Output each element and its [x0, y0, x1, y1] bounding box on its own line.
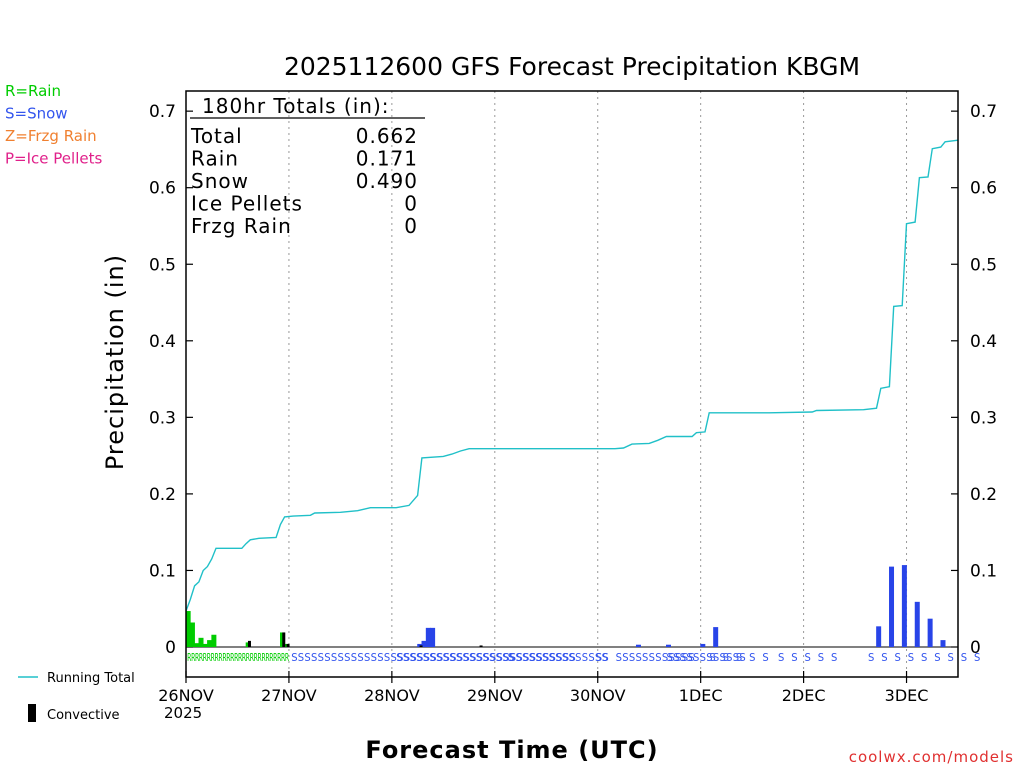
ytick-right-label-0: 0 — [970, 638, 981, 658]
convective-bar-3 — [419, 645, 423, 647]
xtick-label-3: 29NOV — [467, 686, 523, 705]
convective-legend-label: Convective — [47, 708, 120, 723]
xtick-label-1: 27NOV — [261, 686, 317, 705]
totals-label-0: Total — [190, 124, 243, 148]
ytick-right-label-2: 0.2 — [970, 485, 997, 505]
year-label: 2025 — [164, 704, 202, 722]
running-total-line — [185, 139, 959, 612]
precip-bar-20 — [901, 565, 907, 647]
plot-frame — [185, 90, 959, 678]
ytick-left-label-5: 0.5 — [149, 255, 176, 275]
ytick-left-label-7: 0.7 — [149, 102, 176, 122]
xtick-label-5: 1DEC — [679, 686, 723, 705]
convective-bars — [247, 632, 483, 647]
totals-label-1: Rain — [191, 147, 239, 171]
precip-bar-2 — [194, 643, 200, 647]
rain-letters: RRRRRRRRRRRRRRRRRRRRRRRRRR — [187, 651, 289, 664]
precip-bar-11 — [421, 640, 427, 647]
snow-letters-5: SSSSSSSSSSSS — [666, 651, 745, 664]
precip-bar-23 — [940, 640, 946, 647]
precip-bar-1 — [189, 622, 195, 647]
ytick-right-label-5: 0.5 — [970, 255, 997, 275]
y-axis-label: Precipitation (in) — [101, 254, 129, 470]
legend-type-1: S=Snow — [5, 105, 68, 123]
ytick-left-label-3: 0.3 — [149, 408, 176, 428]
precip-bar-15 — [666, 644, 671, 647]
convective-bar-1 — [282, 632, 286, 647]
source-credit: coolwx.com/models — [849, 748, 1014, 766]
totals-label-2: Snow — [191, 169, 249, 193]
xtick-label-6: 2DEC — [782, 686, 826, 705]
ytick-right-label-4: 0.4 — [970, 332, 997, 352]
ytick-right-label-3: 0.3 — [970, 408, 997, 428]
precip-bar-3 — [198, 637, 204, 647]
ytick-right-label-1: 0.1 — [970, 561, 997, 581]
totals-label-3: Ice Pellets — [191, 192, 303, 216]
precip-bar-22 — [927, 618, 933, 647]
ytick-left-label-1: 0.1 — [149, 561, 176, 581]
precip-bar-17 — [713, 627, 719, 647]
totals-value-4: 0 — [404, 214, 418, 238]
precip-bar-19 — [889, 566, 895, 647]
snow-letters-3: SSSS S — [529, 651, 569, 664]
ytick-left-label-0: 0 — [165, 638, 176, 658]
snow-letters-0: SSSSSSSSSSSSSSSSSSSSSSSSSSSSSSSSSSSSSSSS… — [291, 651, 576, 664]
running-total-legend-label: Running Total — [47, 671, 135, 686]
x-axis-label: Forecast Time (UTC) — [365, 736, 658, 764]
ytick-left-label-6: 0.6 — [149, 179, 176, 199]
convective-bar-0 — [247, 640, 251, 647]
snow-letters-1: SSSSSSSSSSSSSSSSSSSSSSSSSSSSSSSS — [396, 651, 608, 664]
y-ticks-right: 0 0.1 0.2 0.3 0.4 0.5 0.6 0.7 — [951, 102, 997, 658]
precip-bar-21 — [914, 601, 920, 647]
snow-letters-4: SS SSSSSSSSSSSS — [596, 651, 695, 664]
ytick-right-label-6: 0.6 — [970, 179, 997, 199]
precip-bar-18 — [876, 626, 882, 647]
legend-type-0: R=Rain — [5, 82, 61, 100]
totals-value-2: 0.490 — [356, 169, 418, 193]
precip-bar-0 — [185, 611, 191, 647]
precip-bar-6 — [211, 634, 217, 647]
grid-lines — [186, 91, 958, 677]
totals-value-3: 0 — [404, 192, 418, 216]
precip-bar-12 — [425, 627, 431, 647]
totals-box: 180hr Totals (in): Total 0.662 Rain 0.171 Sn… — [190, 94, 425, 238]
xtick-label-4: 30NOV — [570, 686, 626, 705]
precip-bar-13 — [430, 627, 436, 647]
ytick-right-label-7: 0.7 — [970, 102, 997, 122]
snow-letters-8: S S S S S S S S S — [868, 651, 981, 664]
snow-letters-2: S — [508, 651, 515, 664]
precip-bar-4 — [202, 643, 208, 647]
totals-label-4: Frzg Rain — [191, 214, 292, 238]
series-legend: Running Total Convective — [18, 671, 135, 723]
xtick-label-7: 3DEC — [885, 686, 929, 705]
precip-bar-16 — [700, 643, 706, 647]
x-ticks: 26NOV 27NOV 28NOV 29NOV 30NOV 1DEC 2DEC 3DEC — [158, 671, 928, 705]
totals-value-1: 0.171 — [356, 147, 418, 171]
convective-bar-4 — [479, 645, 483, 647]
ytick-left-label-2: 0.2 — [149, 485, 176, 505]
convective-legend-swatch — [28, 704, 36, 722]
ytick-left-label-4: 0.4 — [149, 332, 176, 352]
snow-letters-6: S S S S S — [709, 651, 769, 664]
precip-bar-5 — [207, 640, 213, 647]
precip-bar-14 — [635, 644, 641, 647]
totals-value-0: 0.662 — [356, 124, 418, 148]
chart-title: 2025112600 GFS Forecast Precipitation KB… — [284, 52, 860, 81]
snow-letters-7: S S S S S — [778, 651, 838, 664]
xtick-label-0: 26NOV — [158, 686, 214, 705]
precip-type-legend: R=Rain S=Snow Z=Frzg Rain P=Ice Pellets — [5, 82, 102, 168]
y-ticks-left: 0 0.1 0.2 0.3 0.4 0.5 0.6 0.7 — [149, 102, 193, 658]
precip-type-letters: RRRRRRRRRRRRRRRRRRRRRRRRRR SSSSSSSSSSSSSS… — [187, 651, 980, 664]
legend-type-3: P=Ice Pellets — [5, 150, 102, 168]
precip-bars — [185, 565, 946, 647]
convective-bar-2 — [286, 643, 290, 647]
legend-type-2: Z=Frzg Rain — [5, 127, 97, 145]
xtick-label-2: 28NOV — [364, 686, 420, 705]
totals-heading: 180hr Totals (in): — [202, 94, 390, 118]
